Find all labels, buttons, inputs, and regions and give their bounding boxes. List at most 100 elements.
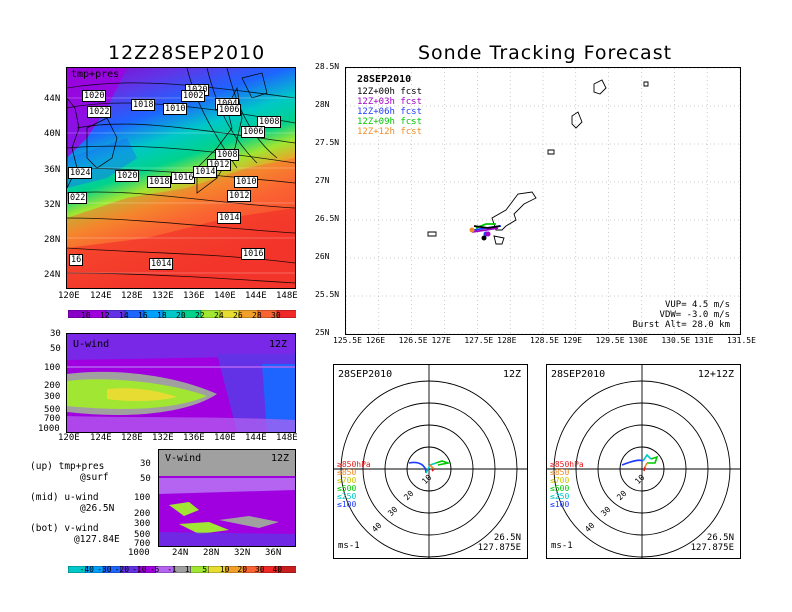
legend-note-up-sub: @surf [80, 472, 109, 483]
forecast-legend-3: 12Z+09h fcst [357, 117, 423, 127]
isobar-label: 1006 [241, 126, 266, 138]
wind-colorbar-label: 5 [202, 565, 208, 574]
burst-alt-stat: Burst Alt= 28.0 km [632, 320, 730, 330]
lon-tick: 140E [214, 433, 236, 443]
temp-colorbar-label: 28 [252, 311, 262, 320]
temp-colorbar [67, 303, 297, 319]
lon-tick: 140E [214, 291, 236, 301]
track-lon-tick: 130E [628, 336, 648, 345]
temp-colorbar-label: 26 [233, 311, 243, 320]
hodo2-level-legend: ≥850hPa ≤850 ≤700 ≤500 ≤250 ≤100 [550, 461, 584, 509]
wind-colorbar-label: -40 [79, 565, 94, 574]
lon-tick: 120E [58, 433, 80, 443]
u-wind-p-tick: 30 [50, 329, 61, 339]
lon-tick: 124E [90, 291, 112, 301]
legend-note-bot-sub: @127.84E [74, 534, 120, 545]
v-wind-label: V-wind [165, 453, 202, 464]
wind-colorbar-label: 1 [184, 565, 190, 574]
lon-tick: 136E [183, 291, 205, 301]
right-title: Sonde Tracking Forecast [418, 42, 673, 64]
lat-tick: 28N [44, 235, 61, 245]
isobar-label: 1010 [234, 176, 259, 188]
vdw-stat: VDW= -3.0 m/s [659, 310, 730, 320]
isobar-label: 1012 [207, 159, 232, 171]
hodo2-time: 12+12Z [697, 369, 734, 380]
lon-tick: 132E [152, 433, 174, 443]
wind-colorbar-label: 10 [219, 565, 230, 574]
v-wind-time: 12Z [270, 453, 289, 464]
legend-note-up: (up) tmp+pres [30, 461, 105, 472]
isobar-label: 1010 [163, 103, 188, 115]
isobar-label: 1008 [257, 116, 282, 128]
u-wind-panel: U-wind 12Z [66, 333, 296, 433]
isobar-label: 1018 [131, 99, 156, 111]
track-lat-tick: 25.5N [315, 290, 340, 299]
isobar-label: 1016 [171, 172, 196, 184]
u-wind-p-tick: 300 [44, 392, 61, 402]
lon-tick: 144E [245, 291, 267, 301]
lat-tick: 24N [44, 270, 61, 280]
track-lon-tick: 131E [694, 336, 714, 345]
track-lat-tick: 26.5N [315, 214, 340, 223]
v-wind-svg [159, 450, 295, 546]
isobar-label: 1020 [82, 90, 107, 102]
hodo2-unit: ms-1 [551, 541, 573, 551]
u-wind-p-tick: 200 [44, 381, 61, 391]
lat-tick: 44N [44, 94, 61, 104]
wind-colorbar-label: -5 [149, 565, 160, 574]
hodo2-lat: 26.5N [706, 533, 734, 543]
legend-note-mid-sub: @26.5N [80, 503, 115, 514]
lon-tick: 120E [58, 291, 80, 301]
isobar-label: 1024 [68, 167, 93, 179]
u-wind-p-tick: 700 [44, 414, 61, 424]
v-wind-p-tick: 200 [134, 509, 151, 519]
isobar-label: 1014 [217, 212, 242, 224]
legend-note-bot: (bot) v-wind [30, 523, 99, 534]
v-wind-p-tick: 1000 [128, 548, 150, 558]
lon-tick: 144E [245, 433, 267, 443]
wind-colorbar-svg [67, 565, 297, 574]
u-wind-p-tick: 1000 [38, 424, 60, 434]
hodo1-time: 12Z [502, 369, 521, 380]
isobar-label: 1016 [241, 248, 266, 260]
temp-colorbar-label: 14 [119, 311, 129, 320]
track-lon-tick: 125.5E [333, 336, 362, 345]
temp-colorbar-label: 22 [195, 311, 205, 320]
lon-tick: 148E [276, 433, 298, 443]
lat-tick: 28N [203, 548, 220, 558]
isobar-label: 1014 [149, 258, 174, 270]
isobar-label: 1014 [193, 166, 218, 178]
isobar-label: 1002 [181, 90, 206, 102]
hodo1-level: ≤850 [337, 468, 357, 477]
track-lat-tick: 28.5N [315, 62, 340, 71]
lon-tick: 148E [276, 291, 298, 301]
wind-colorbar-label: 30 [254, 565, 265, 574]
hodo2-lon: 127.875E [690, 543, 734, 553]
track-map-svg [346, 68, 740, 334]
temp-colorbar-label: 12 [100, 311, 110, 320]
u-wind-svg [67, 334, 295, 432]
wind-colorbar-label: 40 [272, 565, 283, 574]
legend-note-mid: (mid) u-wind [30, 492, 99, 503]
isobar-label: 022 [68, 192, 88, 204]
lon-tick: 128E [121, 433, 143, 443]
v-wind-panel: V-wind 12Z [158, 449, 296, 547]
hodo1-lat: 26.5N [493, 533, 521, 543]
surface-map-label: tmp+pres [71, 69, 120, 80]
forecast-legend-2: 12Z+06h fcst [357, 107, 423, 117]
hodo1-level: ≥850hPa [337, 460, 371, 469]
hodo1-date: 28SEP2010 [338, 369, 393, 380]
surface-map: tmp+pres 1020 1022 1018 1010 1020 1002 1… [66, 67, 296, 289]
hodo1-lon: 127.875E [477, 543, 521, 553]
vup-stat: VUP= 4.5 m/s [664, 300, 730, 310]
track-lon-tick: 129E [562, 336, 583, 345]
hodo1-level: ≤250 [337, 492, 357, 501]
track-lat-tick: 26N [315, 252, 330, 261]
track-lat-tick: 27.5N [315, 138, 340, 147]
lon-tick: 124E [90, 433, 112, 443]
temp-colorbar-label: 20 [176, 311, 186, 320]
forecast-legend-4: 12Z+12h fcst [357, 127, 423, 137]
wind-colorbar-label: -1 [167, 565, 177, 574]
hodograph-1: 28SEP2010 12Z 10 20 30 40 ≥850hPa ≤850 ≤… [333, 364, 528, 559]
wind-colorbar-label: -10 [132, 565, 147, 574]
